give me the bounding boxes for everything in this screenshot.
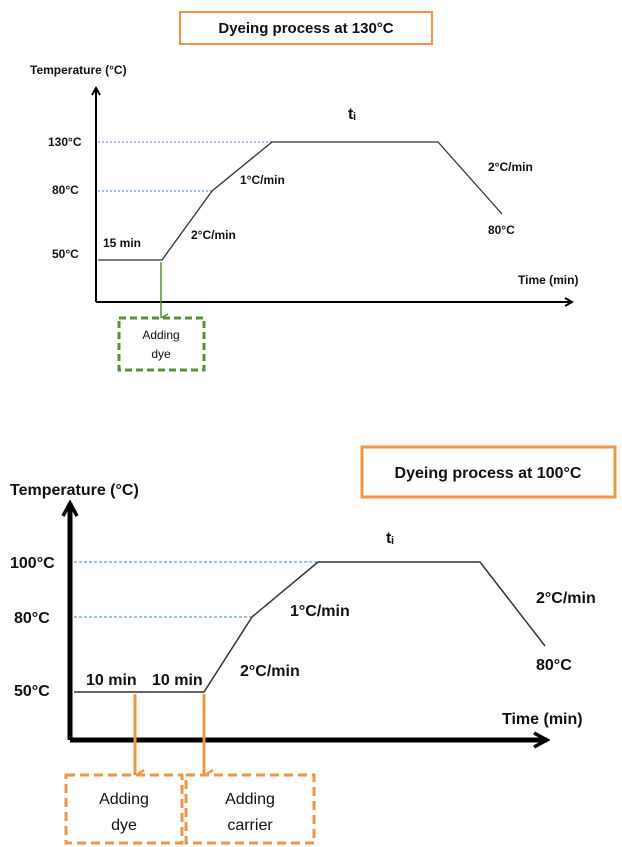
- temp-label-50-1: 50°C: [52, 247, 79, 261]
- heat-rate-label-2a: 2°C/min: [240, 663, 300, 680]
- add-dye-box-1: [117, 316, 206, 372]
- add-dye-box-2: [64, 773, 184, 845]
- cool-rate-label-2: 2°C/min: [536, 590, 596, 607]
- hold-label-ti-2: tᵢ: [386, 530, 394, 547]
- diagram-130: Dyeing process at 130°C Temperature (°C)…: [30, 11, 578, 372]
- temp-label-50-2: 50°C: [14, 683, 50, 700]
- add-carrier-line1: Adding: [225, 791, 275, 808]
- add-dye-line2-2: dye: [111, 817, 137, 834]
- heat-rate-label-2b: 1°C/min: [290, 603, 350, 620]
- temperature-profile-1: [98, 141, 503, 261]
- hold-time-label-1: 15 min: [103, 236, 141, 250]
- title-box-1: [179, 11, 433, 45]
- x-axis-label-1: Time (min): [518, 273, 578, 287]
- title-1: Dyeing process at 130°C: [218, 20, 393, 37]
- y-axis-label-1: Temperature (°C): [30, 63, 127, 77]
- temp-label-130: 130°C: [48, 135, 82, 149]
- end-temp-label-1: 80°C: [488, 223, 515, 237]
- add-carrier-line2: carrier: [227, 817, 273, 834]
- hold-time-label-2a: 10 min: [86, 672, 137, 689]
- add-dye-line1-2: Adding: [99, 791, 149, 808]
- add-carrier-box: [184, 773, 316, 845]
- add-dye-line1-1: Adding: [142, 328, 179, 342]
- end-temp-label-2: 80°C: [536, 657, 572, 674]
- heat-rate-label-1a: 2°C/min: [191, 228, 236, 242]
- hold-label-ti-1: tᵢ: [348, 106, 356, 123]
- x-axis-label-2: Time (min): [502, 711, 583, 728]
- temperature-profile-2: [74, 561, 546, 693]
- y-axis-label-2: Temperature (°C): [10, 482, 139, 499]
- temp-label-80-1: 80°C: [52, 183, 79, 197]
- title-box-2: [360, 445, 617, 499]
- cool-rate-label-1: 2°C/min: [488, 160, 533, 174]
- heat-rate-label-1b: 1°C/min: [240, 173, 285, 187]
- temp-label-100: 100°C: [10, 555, 55, 572]
- title-2: Dyeing process at 100°C: [395, 465, 582, 482]
- add-dye-line2-1: dye: [151, 347, 171, 361]
- temp-label-80-2: 80°C: [14, 610, 50, 627]
- hold-time-label-2b: 10 min: [152, 672, 203, 689]
- diagram-100: Dyeing process at 100°C Temperature (°C)…: [10, 445, 617, 845]
